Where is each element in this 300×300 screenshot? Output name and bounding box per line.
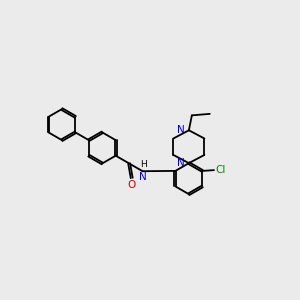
Text: N: N — [139, 172, 147, 182]
Text: H: H — [140, 160, 147, 169]
Text: N: N — [177, 125, 185, 135]
Text: N: N — [177, 158, 185, 168]
Text: O: O — [128, 180, 136, 190]
Text: Cl: Cl — [215, 165, 226, 175]
